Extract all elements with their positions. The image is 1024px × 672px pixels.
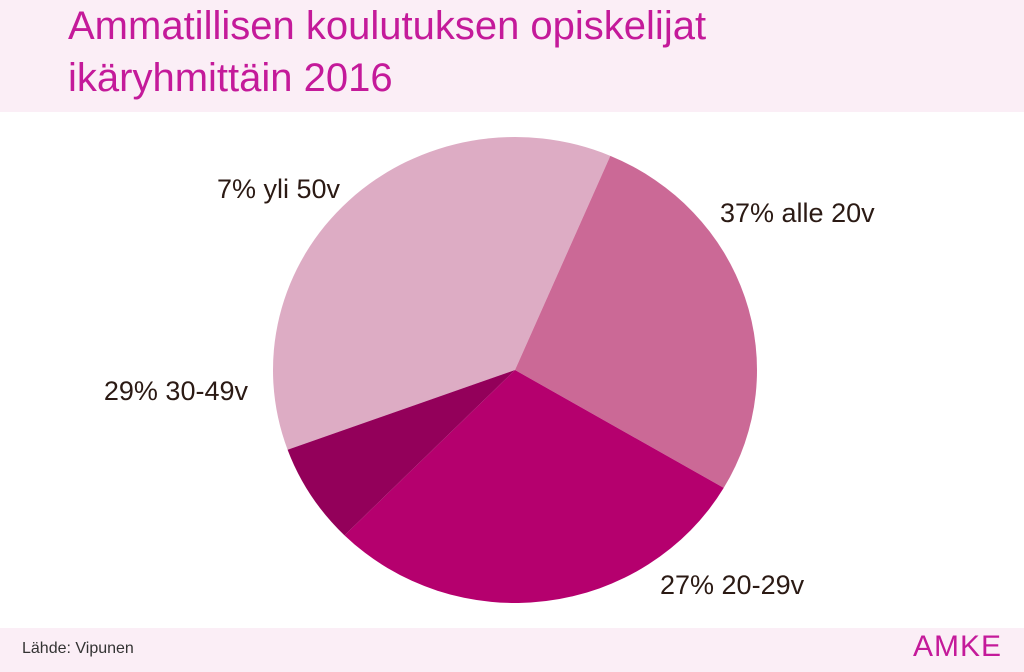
chart-title-line-1: Ammatillisen koulutuksen opiskelijat	[68, 4, 707, 48]
title-band	[0, 0, 1024, 112]
footer-band	[0, 628, 1024, 672]
amke-logo: AMKE	[912, 630, 1002, 663]
source-note: Lähde: Vipunen	[22, 640, 134, 657]
slice-30-49v	[344, 370, 724, 604]
slice-20-29v-label: 27% 20-29v	[660, 570, 805, 600]
slice-alle-20v-label: 37% alle 20v	[720, 198, 875, 228]
slice-alle-20v	[272, 136, 611, 450]
chart-title-line-2: ikäryhmittäin 2016	[68, 56, 393, 100]
slice-yli-50v-label: 7% yli 50v	[217, 174, 341, 204]
chart-title: Ammatillisen koulutuksen opiskelijat ikä…	[68, 0, 706, 104]
slice-yli-50v	[287, 370, 515, 536]
pie-chart: 37% alle 20v 27% 20-29v 29% 30-49v 7% yli 5…	[104, 136, 875, 604]
slice-30-49v-label: 29% 30-49v	[104, 376, 249, 406]
slice-20-29v	[515, 155, 758, 488]
